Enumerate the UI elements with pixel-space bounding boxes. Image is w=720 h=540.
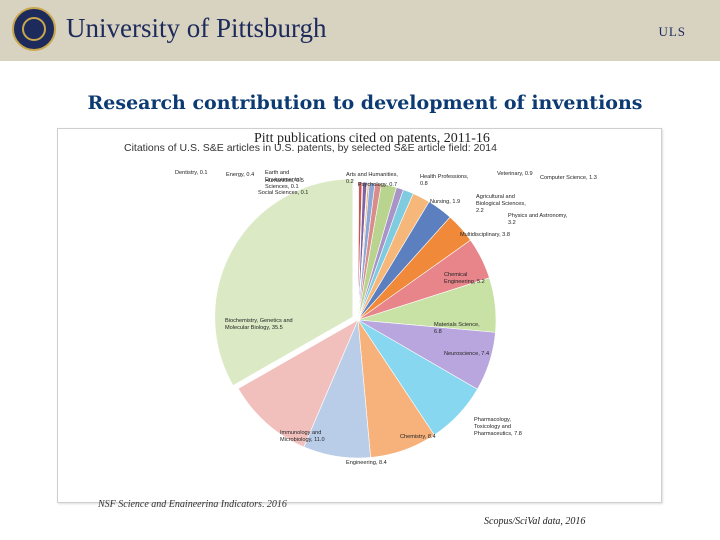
slice-label: Materials Science, 6.8 [434, 322, 480, 335]
slice-label: Chemical Engineering, 5.2 [444, 272, 485, 285]
slice-label: Biochemistry, Genetics and Molecular Biol… [225, 318, 293, 331]
header-bar: University of Pittsburgh ULS [0, 0, 720, 61]
slide-title: Research contribution to development of … [87, 92, 643, 114]
pie-slice [214, 178, 354, 386]
slice-label: Psychology, 0.7 [358, 182, 397, 188]
slice-label: Arts and Humanities, 0.2 [346, 172, 398, 185]
slice-label: Earth and Environmental Sciences, 0.1 [265, 170, 301, 190]
source-note-scopus: Scopus/SciVal data, 2016 [484, 516, 586, 527]
source-note-nsf: NSF Science and Engineering Indicators, … [98, 499, 287, 507]
slice-label: Nursing, 1.9 [430, 199, 460, 205]
university-name: University of Pittsburgh [66, 13, 327, 43]
slice-label: Social Sciences, 0.1 [258, 190, 308, 196]
slice-label: Veterinary, 0.9 [497, 171, 533, 177]
slice-label: Immunology and Microbiology, 11.0 [280, 430, 325, 443]
uls-badge: ULS [658, 24, 686, 39]
slice-label: Neuroscience, 7.4 [444, 351, 489, 357]
slice-label: Humanities, 0.5 [265, 178, 304, 184]
slice-label: Energy, 0.4 [226, 172, 254, 178]
slice-label: Multidisciplinary, 3.8 [460, 232, 510, 238]
slice-label: Physics and Astronomy, 3.2 [508, 213, 568, 226]
chart-title: Citations of U.S. S&E articles in U.S. p… [124, 142, 497, 154]
slice-label: Pharmacology, Toxicology and Pharmaceutics… [474, 417, 522, 437]
slice-label: Computer Science, 1.3 [540, 175, 597, 181]
slide-subtitle: Pitt publications cited on patents, 2011… [254, 131, 490, 146]
slice-label: Agricultural and Biological Sciences, 2.2 [476, 194, 526, 214]
slice-label: Health Professions, 0.8 [420, 174, 469, 187]
pie-slice [237, 319, 359, 448]
slice-label: Chemistry, 8.4 [400, 434, 436, 440]
university-seal-icon [12, 7, 56, 51]
slice-label: Dentistry, 0.1 [175, 170, 208, 176]
slice-label: Engineering, 8.4 [346, 460, 387, 466]
